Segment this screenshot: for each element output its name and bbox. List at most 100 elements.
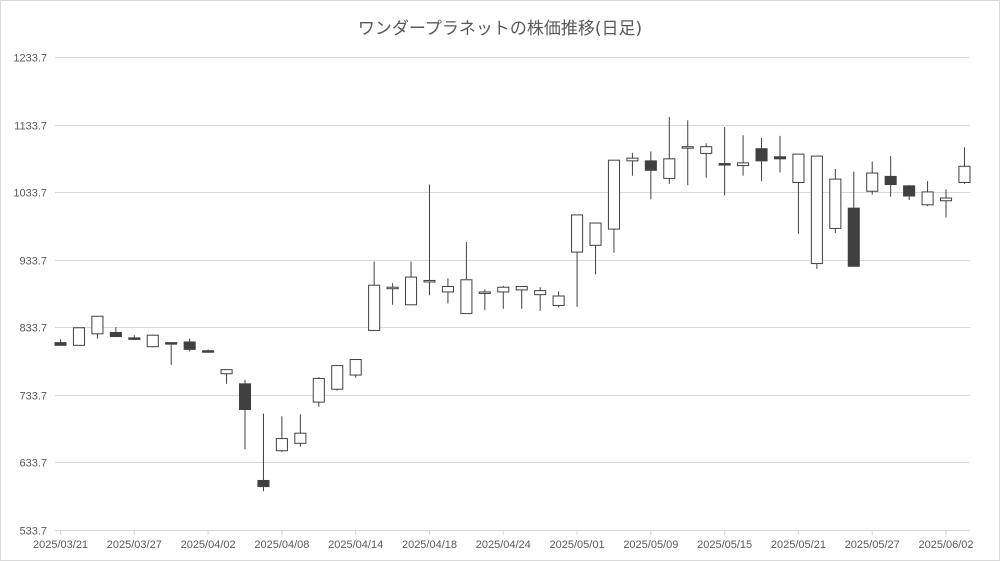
candle-body: [54, 342, 67, 346]
candle-body: [460, 279, 473, 315]
candle-body: [939, 197, 953, 202]
x-tick-label: 2025/05/27: [845, 539, 900, 551]
y-tick-label: 533.7: [19, 526, 47, 538]
candle-body: [128, 337, 141, 340]
candle: [423, 184, 436, 296]
candle: [663, 116, 676, 184]
candle-body: [773, 156, 787, 160]
candle-body: [552, 295, 565, 306]
candle-body: [294, 432, 307, 444]
candle: [829, 168, 842, 234]
x-tick-label: 2025/03/27: [107, 539, 162, 551]
candle-body: [165, 342, 178, 345]
candle: [54, 339, 67, 346]
candle: [349, 359, 362, 378]
x-tick-label: 2025/05/01: [550, 539, 605, 551]
candle-body: [626, 157, 639, 162]
y-tick-label: 733.7: [19, 391, 47, 403]
candle-body: [755, 148, 768, 162]
candle: [644, 151, 657, 200]
x-tick-label: 2025/03/21: [33, 539, 88, 551]
candle: [681, 120, 694, 186]
candle: [718, 127, 731, 196]
candle: [368, 261, 381, 331]
x-tick-label: 2025/04/24: [476, 539, 531, 551]
candle-body: [109, 331, 122, 338]
y-axis-labels: 533.7 633.7 733.7 833.7 933.7 1033.7 1133.7 123…: [13, 53, 47, 538]
candle-body: [663, 158, 676, 179]
candle: [220, 369, 233, 384]
candle: [238, 379, 252, 450]
candle: [589, 222, 602, 275]
candle-body: [589, 222, 602, 246]
candle-body: [681, 146, 694, 149]
candle: [331, 365, 344, 391]
candle: [792, 153, 805, 234]
candle-body: [866, 172, 879, 192]
candle: [626, 152, 639, 176]
candle-body: [238, 383, 252, 411]
x-tick-label: 2025/04/02: [181, 539, 236, 551]
candle: [958, 147, 971, 184]
candle: [275, 416, 288, 453]
candle-body: [847, 207, 860, 267]
grid-layer: [55, 57, 970, 463]
candle: [294, 414, 307, 447]
candle-body: [829, 178, 842, 229]
candle: [534, 287, 547, 311]
x-tick-label: 2025/05/21: [771, 539, 826, 551]
candle-body: [810, 155, 823, 265]
candle: [109, 327, 122, 338]
candle: [737, 135, 750, 176]
candle: [405, 261, 418, 306]
candle: [552, 291, 565, 308]
y-tick-label: 1033.7: [13, 188, 47, 200]
candle: [478, 289, 491, 311]
x-tick-label: 2025/04/18: [402, 539, 457, 551]
candle-body: [405, 276, 418, 306]
candle-body: [737, 162, 750, 167]
y-tick-label: 833.7: [19, 323, 47, 335]
candle: [386, 283, 399, 305]
candle: [866, 161, 879, 195]
chart-title: ワンダープラネットの株価推移(日足): [357, 19, 643, 39]
candle-body: [368, 284, 381, 331]
y-tick-label: 1233.7: [13, 53, 47, 65]
candle: [571, 214, 584, 307]
x-axis-labels: 2025/03/21 2025/03/27 2025/04/02 2025/04/08…: [33, 530, 974, 551]
candle: [939, 189, 953, 218]
candle-body: [792, 153, 805, 183]
candle: [128, 335, 141, 340]
candle: [847, 171, 860, 267]
y-tick-label: 633.7: [19, 458, 47, 470]
candle: [755, 137, 768, 182]
candle: [921, 181, 934, 207]
candle-body: [202, 350, 215, 353]
candle-body: [146, 334, 159, 348]
candle-body: [884, 175, 897, 186]
candle: [91, 315, 104, 339]
candle-body: [921, 191, 934, 206]
candle-body: [607, 159, 620, 230]
candle-body: [220, 369, 233, 375]
candle-body: [534, 290, 547, 296]
candle: [257, 413, 270, 492]
candle: [202, 349, 215, 353]
candle-body: [958, 165, 971, 183]
candle-body: [644, 160, 657, 171]
candle: [146, 334, 159, 348]
candle: [165, 342, 178, 365]
candle-body: [312, 377, 325, 403]
y-tick-label: 933.7: [19, 256, 47, 268]
candle-body: [331, 365, 344, 390]
candle-body: [423, 279, 436, 283]
x-tick-label: 2025/04/08: [254, 539, 309, 551]
candle: [810, 155, 823, 269]
candle-body: [72, 327, 86, 346]
candle-body: [441, 286, 454, 293]
candle: [183, 338, 196, 352]
candle: [607, 159, 620, 253]
candle: [441, 278, 454, 304]
candle: [72, 327, 86, 346]
